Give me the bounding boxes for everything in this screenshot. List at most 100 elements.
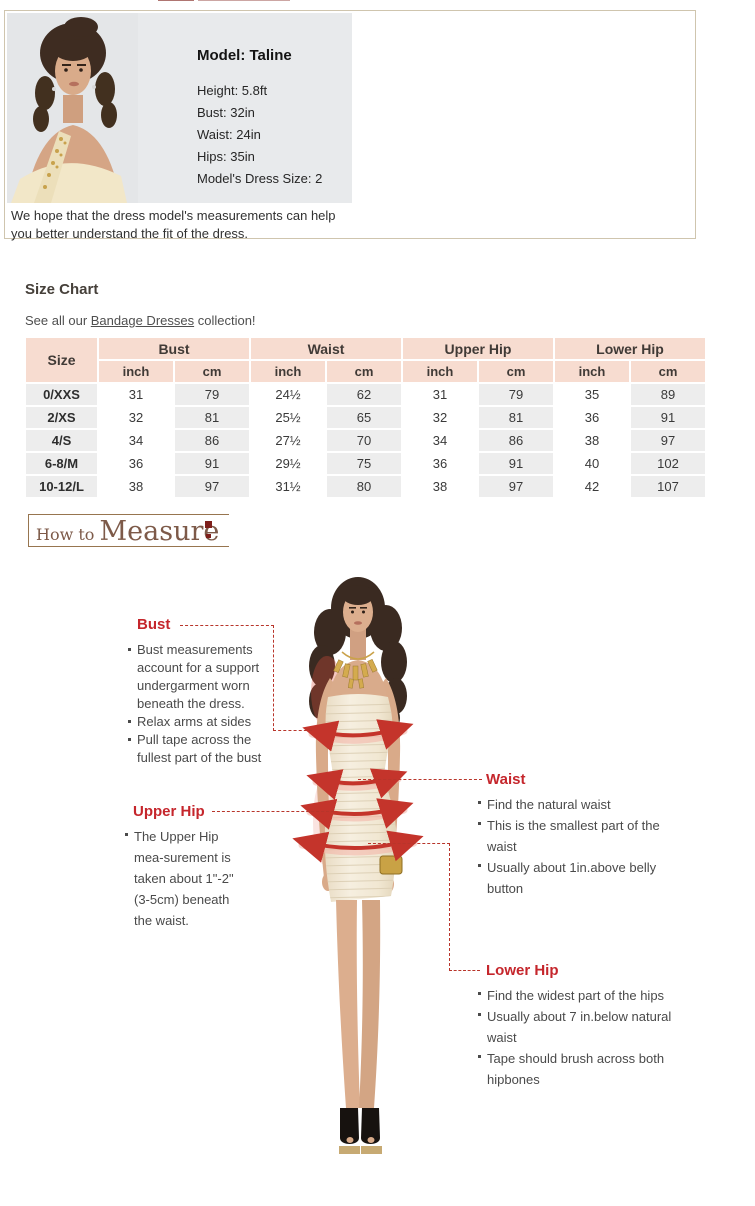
unit-header: inch bbox=[251, 361, 325, 382]
bust-connector-line bbox=[273, 625, 274, 731]
cell: 34 bbox=[403, 430, 477, 451]
upper-hip-section-label: Upper Hip bbox=[133, 803, 205, 820]
figure-necklace bbox=[333, 651, 378, 689]
bandage-dresses-link[interactable]: Bandage Dresses bbox=[90, 313, 195, 328]
lower-hip-connector-line bbox=[449, 843, 450, 971]
heading-how-to: How to bbox=[36, 525, 95, 544]
cell: 81 bbox=[175, 407, 249, 428]
cell: 62 bbox=[327, 384, 401, 405]
cell: 27½ bbox=[251, 430, 325, 451]
table-row: 4/S 34 86 27½ 70 34 86 38 97 bbox=[26, 430, 705, 451]
unit-header: inch bbox=[555, 361, 629, 382]
cell: 91 bbox=[631, 407, 705, 428]
bust-connector-line bbox=[273, 730, 312, 731]
bust-bullet-list: Bust measurements account for a support … bbox=[127, 641, 267, 767]
model-headshot-image bbox=[7, 13, 138, 203]
how-to-measure-heading: How to Measure bbox=[28, 514, 230, 547]
cell: 65 bbox=[327, 407, 401, 428]
measure-model-figure bbox=[270, 560, 470, 1180]
upper-hip-arrow-icon bbox=[300, 798, 414, 830]
bullet-item: Usually about 1in.above belly button bbox=[477, 857, 673, 899]
heading-colon-mark bbox=[206, 534, 211, 538]
cell: 91 bbox=[175, 453, 249, 474]
col-header-bust: Bust bbox=[99, 338, 249, 359]
cell: 31 bbox=[99, 384, 173, 405]
unit-header: inch bbox=[403, 361, 477, 382]
cell: 42 bbox=[555, 476, 629, 497]
size-label: 2/XS bbox=[26, 407, 97, 428]
bullet-item: Find the natural waist bbox=[477, 794, 673, 815]
intro-prefix: See all our bbox=[25, 313, 91, 328]
cell: 32 bbox=[403, 407, 477, 428]
model-waist: Waist: 24in bbox=[197, 127, 261, 142]
cell: 70 bbox=[327, 430, 401, 451]
cell: 38 bbox=[403, 476, 477, 497]
cell: 75 bbox=[327, 453, 401, 474]
model-bust: Bust: 32in bbox=[197, 105, 255, 120]
size-label: 4/S bbox=[26, 430, 97, 451]
cell: 97 bbox=[479, 476, 553, 497]
lower-hip-connector-line bbox=[449, 970, 480, 971]
waist-bullet-list: Find the natural waist This is the small… bbox=[477, 794, 673, 899]
cell: 31½ bbox=[251, 476, 325, 497]
waist-arrow-icon bbox=[306, 768, 408, 800]
cell: 91 bbox=[479, 453, 553, 474]
cell: 36 bbox=[555, 407, 629, 428]
cell: 29½ bbox=[251, 453, 325, 474]
model-fit-note-line1: We hope that the dress model's measureme… bbox=[11, 208, 336, 223]
cell: 38 bbox=[99, 476, 173, 497]
cell: 97 bbox=[175, 476, 249, 497]
col-header-upper-hip: Upper Hip bbox=[403, 338, 553, 359]
size-label: 0/XXS bbox=[26, 384, 97, 405]
cell: 38 bbox=[555, 430, 629, 451]
model-dress-size: Model's Dress Size: 2 bbox=[197, 171, 323, 186]
upper-hip-bullet-list: The Upper Hip mea-surement is taken abou… bbox=[124, 826, 250, 931]
cell: 79 bbox=[479, 384, 553, 405]
cell: 80 bbox=[327, 476, 401, 497]
cell: 36 bbox=[99, 453, 173, 474]
bullet-item: The Upper Hip mea-surement is taken abou… bbox=[124, 826, 250, 931]
lower-hip-arrow-icon bbox=[292, 830, 424, 863]
unit-header: cm bbox=[631, 361, 705, 382]
cell: 40 bbox=[555, 453, 629, 474]
lower-hip-connector-line bbox=[368, 843, 450, 844]
waist-connector-line bbox=[358, 779, 482, 780]
table-row: 10-12/L 38 97 31½ 80 38 97 42 107 bbox=[26, 476, 705, 497]
table-row: 2/XS 32 81 25½ 65 32 81 36 91 bbox=[26, 407, 705, 428]
bullet-item: Usually about 7 in.below natural waist bbox=[477, 1006, 689, 1048]
model-photo: Model: Taline Height: 5.8ft Bust: 32in W… bbox=[7, 13, 352, 203]
waist-section-label: Waist bbox=[486, 771, 526, 788]
cell: 24½ bbox=[251, 384, 325, 405]
bust-section-label: Bust bbox=[137, 616, 171, 633]
bust-connector-line bbox=[180, 625, 274, 626]
model-height: Height: 5.8ft bbox=[197, 83, 268, 98]
cell: 35 bbox=[555, 384, 629, 405]
cell: 32 bbox=[99, 407, 173, 428]
bullet-item: Find the widest part of the hips bbox=[477, 985, 689, 1006]
intro-suffix: collection! bbox=[194, 313, 256, 328]
bullet-item: Relax arms at sides bbox=[127, 713, 267, 731]
page-top-artifact bbox=[158, 0, 194, 1]
size-chart-table: Size Bust Waist Upper Hip Lower Hip inch… bbox=[24, 336, 707, 499]
bullet-item: Pull tape across the fullest part of the… bbox=[127, 731, 267, 767]
model-measurements: Model: Taline Height: 5.8ft Bust: 32in W… bbox=[197, 47, 347, 190]
size-chart-intro: See all our Bandage Dresses collection! bbox=[25, 313, 256, 328]
size-chart-heading: Size Chart bbox=[25, 281, 99, 298]
unit-header: cm bbox=[175, 361, 249, 382]
unit-header: inch bbox=[99, 361, 173, 382]
figure-bracelet bbox=[379, 855, 403, 875]
page-top-artifact bbox=[198, 0, 290, 1]
size-label: 6-8/M bbox=[26, 453, 97, 474]
cell: 25½ bbox=[251, 407, 325, 428]
figure-shoes bbox=[339, 1108, 382, 1154]
cell: 102 bbox=[631, 453, 705, 474]
bullet-item: Bust measurements account for a support … bbox=[127, 641, 267, 713]
table-row: 6-8/M 36 91 29½ 75 36 91 40 102 bbox=[26, 453, 705, 474]
bust-arrow-icon bbox=[302, 719, 414, 752]
cell: 34 bbox=[99, 430, 173, 451]
cell: 81 bbox=[479, 407, 553, 428]
bullet-item: This is the smallest part of the waist bbox=[477, 815, 673, 857]
bullet-item: Tape should brush across both hipbones bbox=[477, 1048, 689, 1090]
cell: 86 bbox=[175, 430, 249, 451]
cell: 86 bbox=[479, 430, 553, 451]
